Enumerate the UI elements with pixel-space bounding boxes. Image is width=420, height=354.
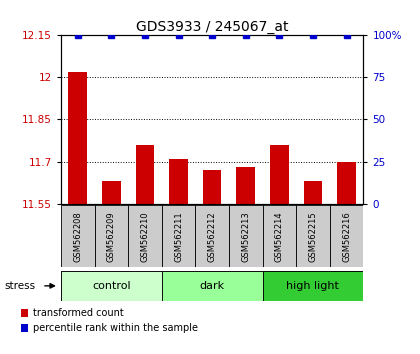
Text: GSM562212: GSM562212 xyxy=(207,211,217,262)
Text: high light: high light xyxy=(286,281,339,291)
Bar xyxy=(203,170,221,204)
Bar xyxy=(162,205,195,267)
Text: GSM562211: GSM562211 xyxy=(174,211,183,262)
Bar xyxy=(236,167,255,204)
Bar xyxy=(229,205,262,267)
Text: GSM562213: GSM562213 xyxy=(241,211,250,262)
Text: GSM562216: GSM562216 xyxy=(342,211,351,262)
Bar xyxy=(61,271,162,301)
Bar xyxy=(304,181,322,204)
Bar xyxy=(136,145,154,204)
Text: GSM562209: GSM562209 xyxy=(107,211,116,262)
Bar xyxy=(61,205,94,267)
Bar xyxy=(128,205,162,267)
Legend: transformed count, percentile rank within the sample: transformed count, percentile rank withi… xyxy=(17,304,202,337)
Text: stress: stress xyxy=(4,281,35,291)
Bar xyxy=(94,205,128,267)
Text: GSM562214: GSM562214 xyxy=(275,211,284,262)
Bar xyxy=(102,181,121,204)
Bar xyxy=(68,72,87,204)
Title: GDS3933 / 245067_at: GDS3933 / 245067_at xyxy=(136,21,289,34)
Bar xyxy=(169,159,188,204)
Bar xyxy=(262,271,363,301)
Text: GSM562215: GSM562215 xyxy=(308,211,318,262)
Bar xyxy=(162,271,262,301)
Bar xyxy=(262,205,296,267)
Text: GSM562208: GSM562208 xyxy=(73,211,82,262)
Bar xyxy=(195,205,229,267)
Bar xyxy=(296,205,330,267)
Bar xyxy=(337,161,356,204)
Bar xyxy=(270,145,289,204)
Text: GSM562210: GSM562210 xyxy=(140,211,150,262)
Text: dark: dark xyxy=(200,281,225,291)
Text: control: control xyxy=(92,281,131,291)
Bar xyxy=(330,205,363,267)
